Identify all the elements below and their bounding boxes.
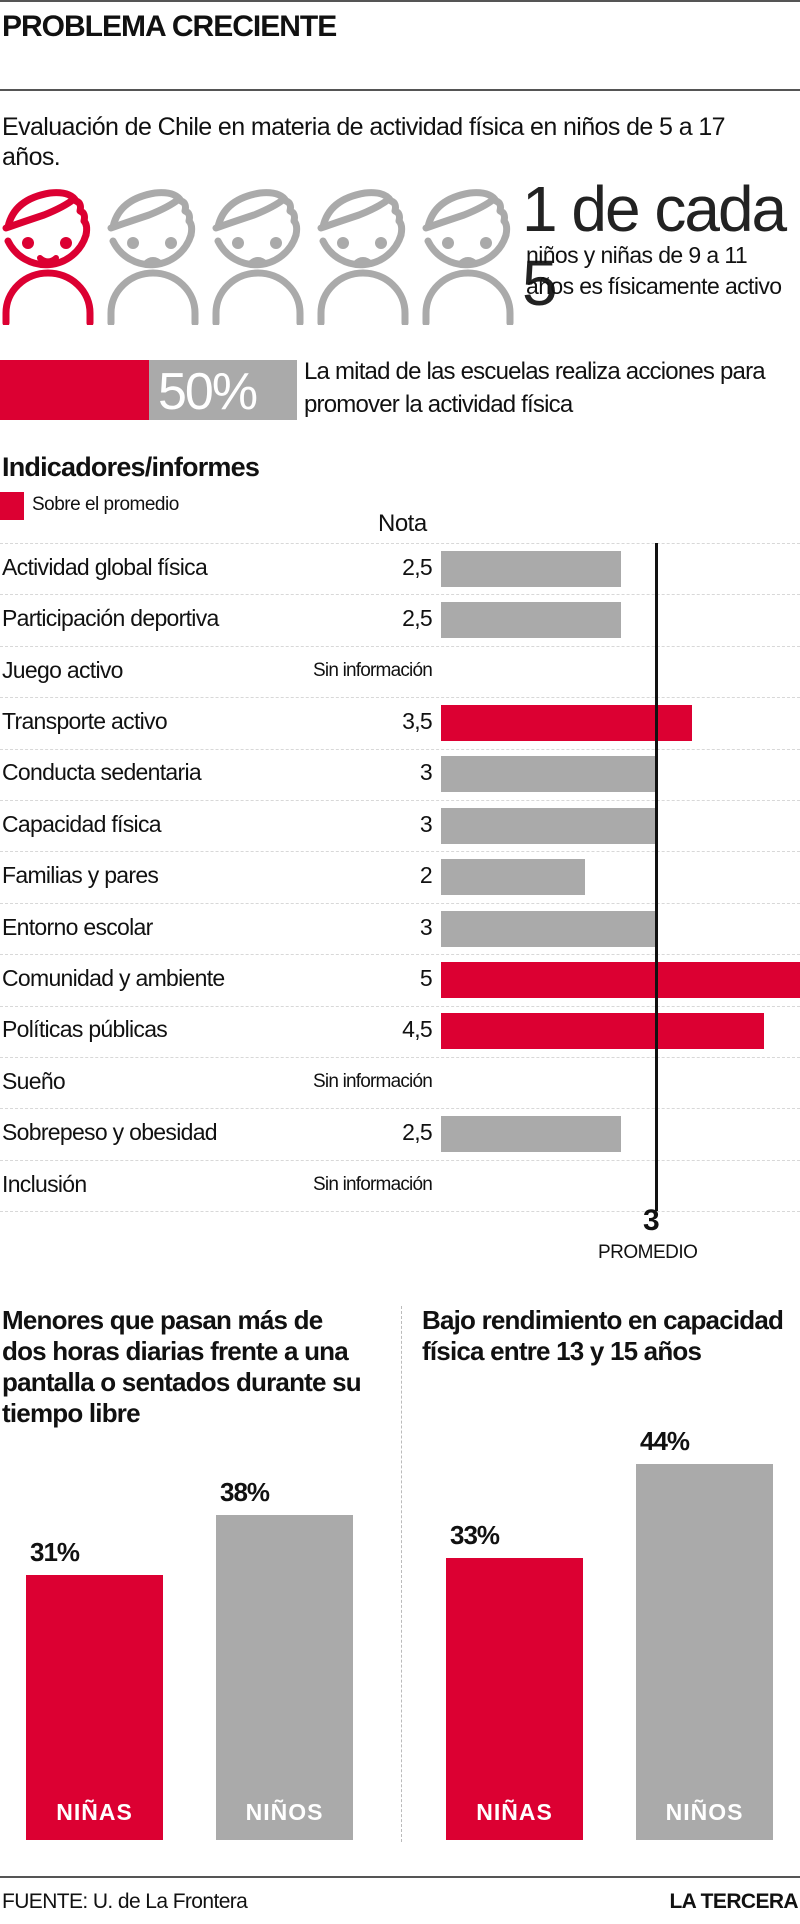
legend-label-above-average: Sobre el promedio: [32, 494, 179, 515]
indicator-label: Inclusión: [2, 1170, 87, 1197]
indicator-bar: [441, 704, 693, 741]
indicator-value: Sin información: [313, 1070, 433, 1092]
row-divider: [0, 851, 800, 853]
row-divider: [0, 645, 800, 647]
fitness-chart-title: Bajo rendimiento en capacidad física ent…: [422, 1305, 784, 1366]
indicator-bar: [441, 859, 585, 896]
indicator-bar: [441, 550, 621, 587]
indicator-label: Capacidad física: [2, 810, 162, 837]
gender-bar-label: NIÑAS: [476, 1798, 553, 1825]
section-divider: [401, 1306, 402, 1842]
indicator-value: 2: [419, 862, 433, 889]
indicator-value: 2,5: [402, 1119, 433, 1146]
indicator-value: 3: [419, 913, 433, 940]
pictogram-headline: 1 de cada 5: [522, 173, 787, 319]
top-rule: [0, 0, 800, 2]
indicator-bar: [441, 1116, 621, 1153]
row-divider: [0, 954, 800, 956]
gender-bar: NIÑAS: [446, 1557, 583, 1840]
gender-bar-value: 33%: [450, 1519, 500, 1550]
row-divider: [0, 543, 800, 544]
legend-swatch-above-average: [0, 492, 24, 520]
gender-bar-label: NIÑOS: [245, 1798, 324, 1825]
row-divider: [0, 800, 800, 801]
indicator-bar: [441, 807, 657, 844]
indicator-value: 4,5: [402, 1016, 433, 1043]
row-divider: [0, 1057, 800, 1058]
indicator-bar: [441, 961, 800, 998]
gender-bar-value: 38%: [220, 1477, 270, 1508]
page-title: PROBLEMA CRECIENTE: [2, 10, 337, 43]
indicator-label: Sobrepeso y obesidad: [2, 1119, 218, 1146]
gender-bar-label: NIÑOS: [665, 1798, 744, 1825]
indicator-value: 3,5: [402, 707, 433, 734]
sad-child-icon: [315, 185, 415, 327]
indicator-label: Juego activo: [2, 656, 123, 683]
row-divider: [0, 1211, 800, 1213]
gender-bar-label: NIÑAS: [56, 1798, 133, 1825]
row-divider: [0, 1159, 800, 1161]
row-divider: [0, 1108, 800, 1110]
indicator-label: Familias y pares: [2, 862, 159, 889]
title-rule: [0, 89, 800, 91]
average-label: PROMEDIO: [598, 1242, 698, 1263]
schools-text: La mitad de las escuelas realiza accione…: [304, 358, 766, 418]
indicator-bar: [441, 756, 657, 793]
footer-rule: [0, 1876, 800, 1878]
gender-bar-value: 44%: [640, 1425, 690, 1456]
source-note: FUENTE: U. de La Frontera: [2, 1890, 248, 1913]
gender-bar: NIÑAS: [26, 1574, 163, 1840]
indicator-value: 2,5: [402, 553, 433, 580]
indicator-label: Entorno escolar: [2, 913, 153, 940]
gender-bar-value: 31%: [30, 1536, 80, 1567]
value-column-header: Nota: [378, 510, 427, 537]
indicator-bar: [441, 602, 621, 639]
indicator-label: Actividad global física: [2, 553, 208, 580]
sad-child-icon: [210, 185, 310, 327]
indicator-value: Sin información: [313, 1173, 433, 1195]
indicator-label: Sueño: [2, 1067, 66, 1094]
row-divider: [0, 748, 800, 750]
sad-child-icon: [420, 185, 520, 327]
indicator-label: Transporte activo: [2, 707, 168, 734]
row-divider: [0, 594, 800, 596]
gender-bar: NIÑOS: [636, 1463, 773, 1840]
indicator-bar: [441, 910, 657, 947]
page-subtitle: Evaluación de Chile en materia de activi…: [2, 113, 726, 171]
indicator-value: 3: [419, 759, 433, 786]
average-value-label: 3: [643, 1204, 660, 1237]
publisher-logo: LA TERCERA: [669, 1890, 798, 1913]
row-divider: [0, 697, 800, 699]
indicators-title: Indicadores/informes: [2, 452, 260, 482]
average-reference-line: [655, 543, 659, 1211]
indicator-value: 2,5: [402, 605, 433, 632]
screen-time-chart-title: Menores que pasan más de dos horas diari…: [2, 1305, 362, 1428]
happy-child-icon: [0, 185, 100, 327]
indicator-label: Comunidad y ambiente: [2, 964, 225, 991]
schools-percent-label: 50%: [158, 363, 258, 421]
indicator-label: Participación deportiva: [2, 605, 219, 632]
indicator-value: Sin información: [313, 659, 433, 681]
row-divider: [0, 1005, 800, 1007]
sad-child-icon: [105, 185, 205, 327]
indicator-bar: [441, 1013, 765, 1050]
pictogram-text: niños y niñas de 9 a 11 años es físicame…: [526, 242, 782, 299]
indicator-value: 5: [419, 964, 433, 991]
gender-bar: NIÑOS: [216, 1515, 353, 1840]
indicator-value: 3: [419, 810, 433, 837]
row-divider: [0, 902, 800, 904]
indicator-label: Conducta sedentaria: [2, 759, 202, 786]
indicator-label: Políticas públicas: [2, 1016, 168, 1043]
schools-progress-fill: [0, 360, 149, 420]
schools-progress-track: [149, 360, 297, 420]
